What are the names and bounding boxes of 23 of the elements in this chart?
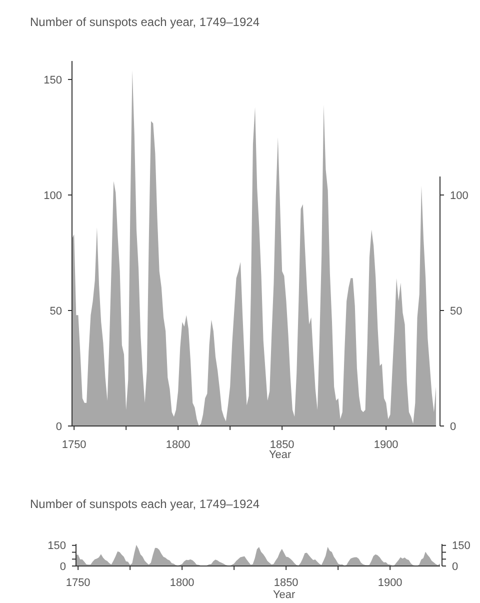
x-tick-label: 1900 (374, 439, 398, 451)
y-tick-label: 0 (60, 560, 66, 573)
y2-tick-label: 50 (450, 305, 462, 318)
y-tick-label: 150 (48, 540, 66, 552)
chart-title: Number of sunspots each year, 1749–1924 (30, 15, 260, 29)
x-tick-label: 1800 (166, 439, 190, 451)
y2-tick-label: 0 (452, 560, 458, 573)
x-axis-title: Year (272, 589, 296, 601)
y-tick-label: 150 (44, 74, 62, 86)
x-tick-label: 1800 (170, 577, 194, 589)
y-tick-label: 50 (50, 305, 62, 318)
x-tick-label: 1850 (270, 439, 294, 451)
x-tick-label: 1750 (66, 577, 90, 589)
x-tick-label: 1750 (62, 439, 86, 451)
y2-tick-label: 0 (450, 420, 456, 433)
y2-tick-label: 150 (452, 540, 470, 552)
x-tick-label: 1900 (378, 577, 402, 589)
y2-tick-label: 100 (450, 190, 468, 202)
chart-title: Number of sunspots each year, 1749–1924 (30, 497, 260, 511)
y-tick-label: 0 (56, 420, 62, 433)
x-axis-title: Year (268, 449, 292, 461)
x-tick-label: 1850 (274, 577, 298, 589)
y-tick-label: 100 (44, 190, 62, 202)
